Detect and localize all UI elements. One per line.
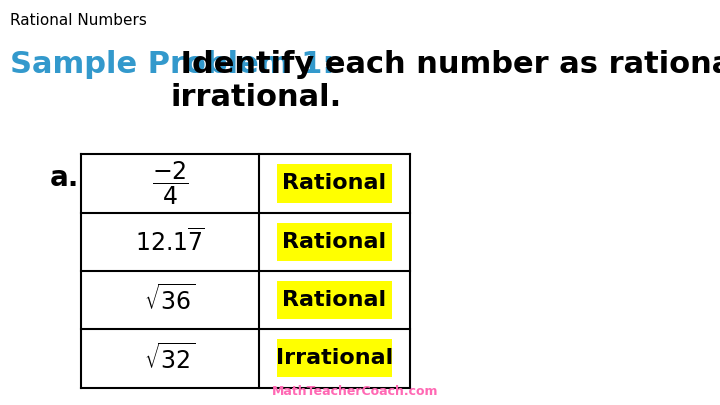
Text: Irrational: Irrational [276, 348, 393, 369]
FancyBboxPatch shape [276, 339, 392, 377]
Text: $\dfrac{-2}{4}$: $\dfrac{-2}{4}$ [152, 160, 189, 207]
Text: $12.1\overline{7}$: $12.1\overline{7}$ [135, 228, 205, 256]
Text: $\sqrt{36}$: $\sqrt{36}$ [144, 285, 196, 315]
Text: Sample Problem 1:: Sample Problem 1: [10, 50, 335, 79]
Text: $\sqrt{32}$: $\sqrt{32}$ [144, 343, 196, 374]
Text: MathTeacherCoach.com: MathTeacherCoach.com [272, 385, 438, 398]
Text: Rational Numbers: Rational Numbers [10, 13, 147, 28]
FancyBboxPatch shape [276, 281, 392, 319]
Text: Rational: Rational [282, 232, 387, 252]
Text: Rational: Rational [282, 173, 387, 194]
Text: a.: a. [50, 164, 80, 192]
FancyBboxPatch shape [276, 223, 392, 261]
FancyBboxPatch shape [276, 164, 392, 202]
Text: Identify each number as rational or
irrational.: Identify each number as rational or irra… [170, 50, 720, 112]
Text: Rational: Rational [282, 290, 387, 310]
